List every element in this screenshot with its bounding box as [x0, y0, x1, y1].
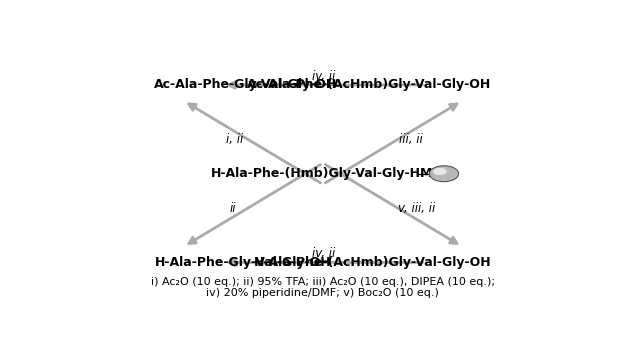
- Text: i) Ac₂O (10 eq.); ii) 95% TFA; iii) Ac₂O (10 eq.), DIPEA (10 eq.);: i) Ac₂O (10 eq.); ii) 95% TFA; iii) Ac₂O…: [151, 277, 495, 287]
- Text: Ac-Ala-Phe-Gly-Val-Gly-OH: Ac-Ala-Phe-Gly-Val-Gly-OH: [154, 78, 338, 92]
- Text: iii, ii: iii, ii: [399, 133, 423, 146]
- Text: H-Ala-Phe-(AcHmb)Gly-Val-Gly-OH: H-Ala-Phe-(AcHmb)Gly-Val-Gly-OH: [254, 256, 491, 269]
- Text: ii: ii: [229, 202, 236, 215]
- Circle shape: [433, 168, 447, 175]
- Text: iv, ii: iv, ii: [312, 247, 336, 260]
- Text: iv) 20% piperidine/DMF; v) Boc₂O (10 eq.): iv) 20% piperidine/DMF; v) Boc₂O (10 eq.…: [207, 289, 439, 299]
- Text: v, iii, ii: v, iii, ii: [398, 202, 435, 215]
- Text: H-Ala-Phe-Gly-Val-Gly-OH: H-Ala-Phe-Gly-Val-Gly-OH: [154, 256, 331, 269]
- Text: iv, ii: iv, ii: [312, 70, 336, 83]
- Text: i, ii: i, ii: [226, 133, 244, 146]
- Text: H-Ala-Phe-(Hmb)Gly-Val-Gly-HMPA: H-Ala-Phe-(Hmb)Gly-Val-Gly-HMPA: [210, 167, 450, 180]
- Text: Ac-Ala-Phe-(AcHmb)Gly-Val-Gly-OH: Ac-Ala-Phe-(AcHmb)Gly-Val-Gly-OH: [247, 78, 491, 92]
- Circle shape: [429, 166, 459, 182]
